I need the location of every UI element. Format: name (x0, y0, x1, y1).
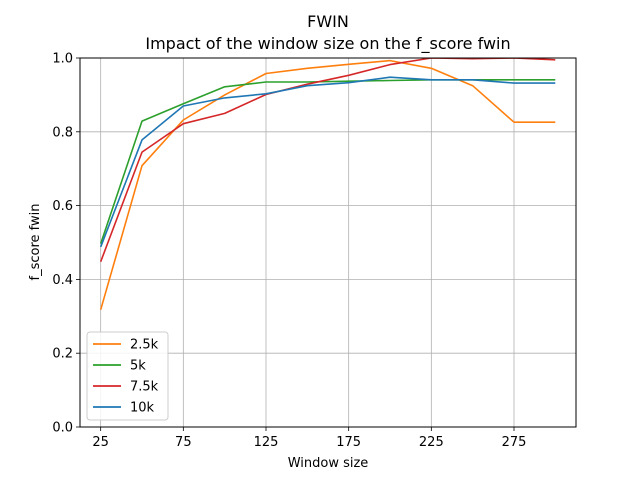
chart-title: FWIN (307, 12, 349, 31)
legend-label: 10k (130, 401, 155, 416)
y-tick-label: 1.0 (52, 52, 73, 67)
legend-label: 2.5k (130, 338, 159, 353)
x-tick-label: 125 (254, 435, 279, 450)
x-axis-ticks: 25 75 125 175 225 275 (92, 427, 526, 450)
y-tick-label: 0.2 (52, 347, 73, 362)
series-lines (99, 58, 556, 310)
x-tick-label: 275 (502, 435, 527, 450)
legend-label: 7.5k (130, 380, 159, 395)
chart-subtitle: Impact of the window size on the f_score… (145, 34, 510, 54)
legend: 2.5k 5k 7.5k 10k (86, 331, 169, 421)
legend-label: 5k (130, 359, 146, 374)
y-tick-label: 0.0 (52, 421, 73, 436)
y-axis-ticks: 0.0 0.2 0.4 0.6 0.8 1.0 (52, 52, 80, 436)
legend-box (86, 331, 169, 421)
series-line-10k (99, 76, 556, 248)
x-tick-label: 225 (419, 435, 444, 450)
x-tick-label: 25 (92, 435, 109, 450)
y-tick-label: 0.8 (52, 125, 73, 140)
plot-area-frame (79, 57, 577, 428)
x-tick-label: 175 (336, 435, 361, 450)
y-tick-label: 0.6 (52, 199, 73, 214)
y-axis-label: f_score fwin (28, 204, 43, 281)
x-tick-label: 75 (175, 435, 192, 450)
series-line-7.5k (99, 58, 556, 262)
y-tick-label: 0.4 (52, 273, 73, 288)
x-axis-label: Window size (288, 456, 369, 471)
